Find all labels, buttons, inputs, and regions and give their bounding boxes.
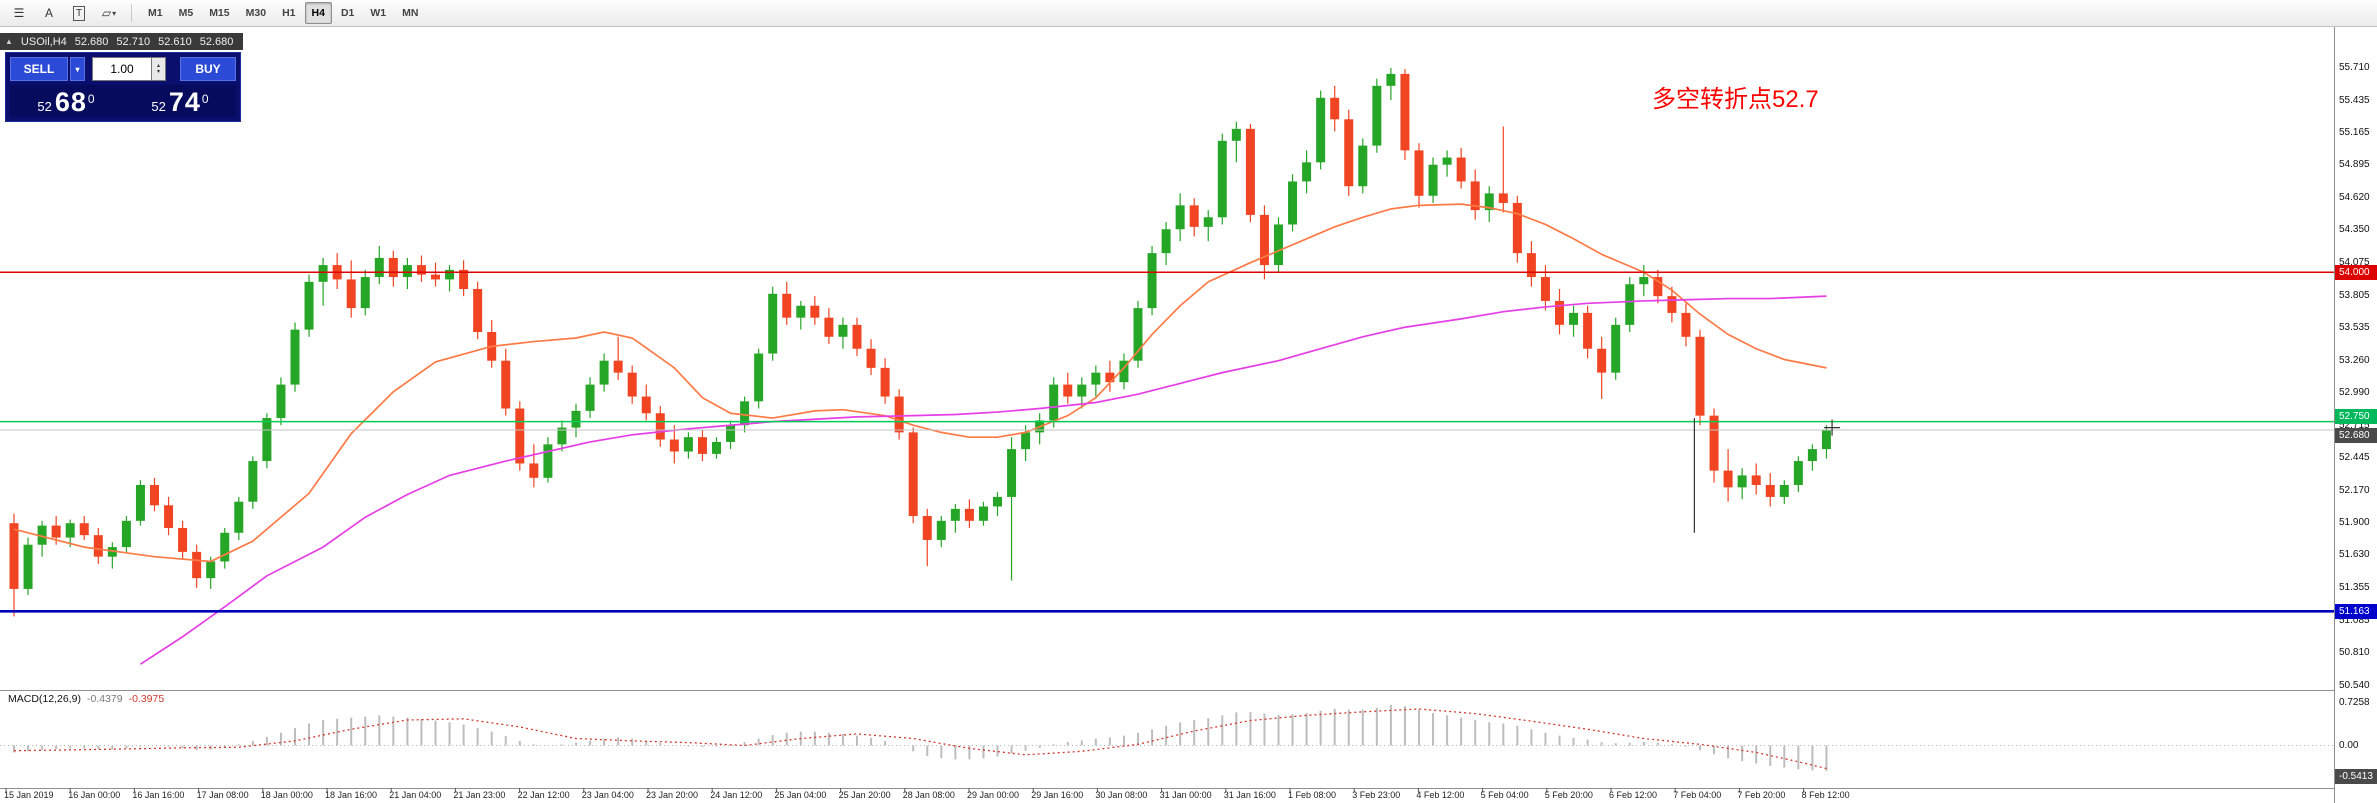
shapes-icon: ▱ bbox=[101, 6, 112, 20]
ask-price[interactable]: 52 74 0 bbox=[124, 85, 236, 117]
close-value: 52.680 bbox=[199, 35, 234, 48]
ask-price-whole: 52 bbox=[151, 99, 166, 114]
timeframe-button-m15[interactable]: M15 bbox=[209, 7, 230, 19]
timeframe-button-h1[interactable]: H1 bbox=[282, 7, 296, 19]
timeframe-button-h4[interactable]: H4 bbox=[304, 2, 332, 24]
volume-spinner[interactable]: ▴ ▾ bbox=[152, 57, 166, 81]
open-value: 52.680 bbox=[74, 35, 109, 48]
ask-price-pips: 74 bbox=[168, 87, 201, 117]
symbol-label: USOil,H4 bbox=[20, 35, 67, 48]
bid-price[interactable]: 52 68 0 bbox=[10, 85, 122, 117]
spinner-down-icon[interactable]: ▾ bbox=[156, 69, 160, 75]
chart-ohlc-header: ▲ USOil,H4 52.680 52.710 52.610 52.680 bbox=[0, 33, 244, 50]
macd-header: MACD(12,26,9) -0.4379 -0.3975 bbox=[8, 693, 164, 705]
timeframe-button-w1[interactable]: W1 bbox=[370, 7, 387, 19]
sell-button[interactable]: SELL bbox=[10, 57, 68, 81]
text-tool-button[interactable]: T bbox=[65, 2, 93, 25]
timeframe-toolbar: M1 M5 M15 M30 H1 H4 D1 W1 MN bbox=[140, 2, 426, 24]
text-tool-glyph: T bbox=[72, 5, 86, 21]
high-value: 52.710 bbox=[116, 35, 151, 48]
spinner-up-icon[interactable]: ▴ bbox=[156, 63, 160, 69]
menu-icon-glyph: ☰ bbox=[13, 6, 25, 20]
one-click-trading-panel: SELL ▾ ▴ ▾ BUY 52 68 0 52 74 0 bbox=[5, 52, 241, 122]
bid-price-fraction: 0 bbox=[87, 92, 95, 106]
sell-dropdown-button[interactable]: ▾ bbox=[70, 57, 85, 81]
timeframe-button-m5[interactable]: M5 bbox=[178, 7, 194, 19]
trend-annotation: 多空转折点52.7 bbox=[1652, 86, 1819, 113]
timeframe-button-d1[interactable]: D1 bbox=[340, 7, 355, 19]
buy-button[interactable]: BUY bbox=[180, 57, 236, 81]
volume-input[interactable] bbox=[92, 57, 152, 81]
macd-main-value: -0.4379 bbox=[86, 693, 123, 705]
timeframe-button-mn[interactable]: MN bbox=[402, 7, 419, 19]
toolbar-separator bbox=[131, 4, 132, 22]
timeframe-button-m1[interactable]: M1 bbox=[148, 7, 163, 19]
bid-price-whole: 52 bbox=[37, 99, 52, 114]
cursor-tool-button[interactable]: A bbox=[35, 2, 63, 25]
objects-tool-button[interactable]: ▱ ▾ bbox=[95, 2, 123, 25]
chevron-down-icon: ▾ bbox=[112, 8, 117, 18]
collapse-panel-icon[interactable]: ▲ bbox=[5, 37, 13, 46]
low-value: 52.610 bbox=[158, 35, 192, 48]
ask-price-fraction: 0 bbox=[201, 92, 209, 106]
toolbar: ☰ A T ▱ ▾ M1 M5 M15 M30 H1 H4 D1 W1 MN bbox=[0, 0, 2377, 27]
timeframe-button-m30[interactable]: M30 bbox=[245, 7, 267, 19]
bid-price-pips: 68 bbox=[54, 87, 87, 117]
cursor-tool-glyph: A bbox=[44, 6, 53, 20]
macd-signal-value: -0.3975 bbox=[128, 693, 165, 705]
menu-icon[interactable]: ☰ bbox=[5, 2, 33, 25]
macd-title: MACD(12,26,9) bbox=[8, 693, 81, 705]
